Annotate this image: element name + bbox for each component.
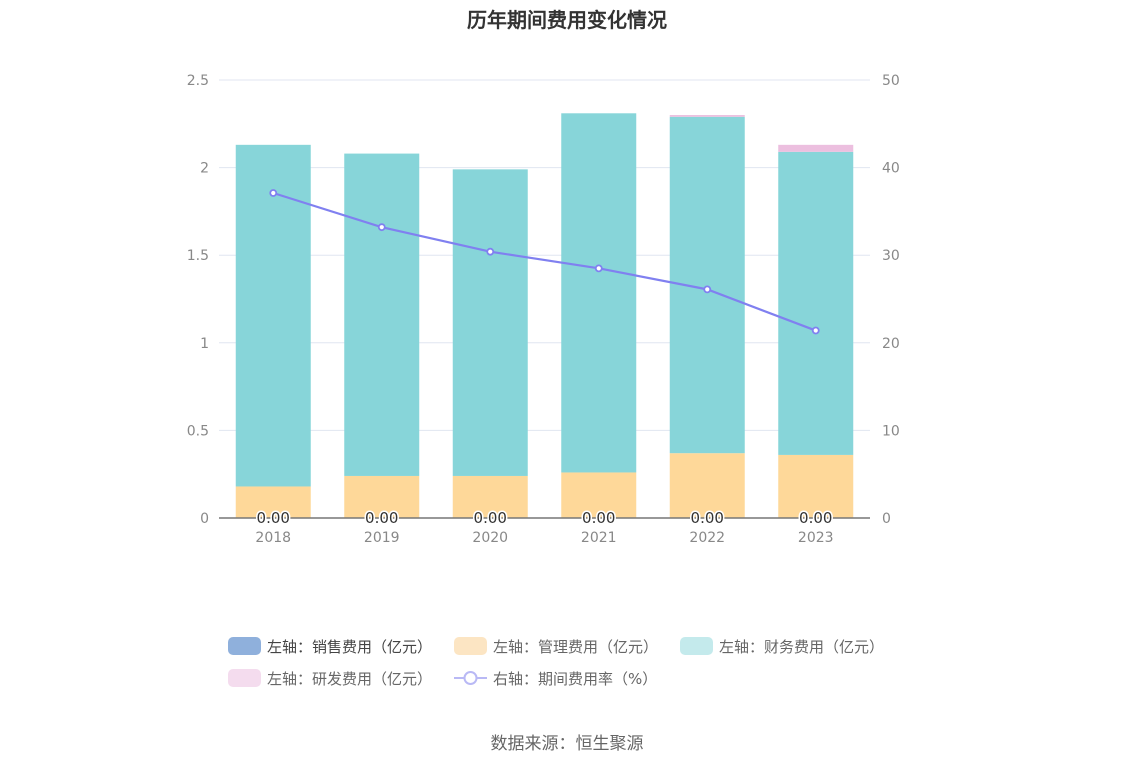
data-label: 0.00 (257, 509, 290, 527)
data-label: 0.00 (582, 509, 615, 527)
legend-swatch-rnd (228, 669, 261, 687)
data-label: 0.00 (691, 509, 724, 527)
chart-title: 历年期间费用变化情况 (467, 8, 667, 32)
chart-legend: 左轴：销售费用（亿元） 左轴：管理费用（亿元） 左轴：财务费用（亿元） 左轴：研… (228, 630, 928, 694)
x-tick-label: 2019 (364, 530, 400, 546)
expense-ratio-point (594, 264, 603, 273)
expense-ratio-line (272, 191, 817, 332)
x-tick-label: 2022 (689, 530, 725, 546)
expense-ratio-point (811, 326, 820, 335)
legend-label-finance: 左轴：财务费用（亿元） (719, 637, 885, 656)
bar-segment-1 (778, 454, 854, 518)
expense-ratio-point (703, 285, 712, 294)
y-right-tick-label: 0 (882, 511, 891, 527)
y-right-tick-label: 40 (882, 161, 900, 177)
legend-item-rnd[interactable]: 左轴：研发费用（亿元） (228, 668, 432, 689)
legend-swatch-expense-ratio (454, 669, 488, 687)
bar-segment-1 (561, 472, 637, 518)
y-right-tick-label: 20 (882, 336, 900, 352)
y-left-tick-label: 1 (200, 336, 209, 352)
chart-canvas: 0 0 0.5 10 1 20 1.5 30 2 40 2.5 50 2018 2019 2020 2021 2… (187, 73, 900, 546)
legend-row: 左轴：销售费用（亿元） 左轴：管理费用（亿元） 左轴：财务费用（亿元） (228, 630, 928, 662)
legend-label-sales: 左轴：销售费用（亿元） (267, 637, 433, 656)
bar-segment-1 (344, 475, 420, 518)
legend-swatch-sales (228, 637, 261, 655)
legend-item-finance[interactable]: 左轴：财务费用（亿元） (680, 636, 884, 657)
bar-segment-1 (452, 475, 528, 518)
bar-segment-2 (778, 151, 854, 455)
y-left-tick-label: 0 (200, 511, 209, 527)
y-left-tick-label: 2.5 (187, 73, 209, 89)
data-label: 0.00 (474, 509, 507, 527)
legend-label-expense-ratio: 右轴：期间费用率（%） (493, 669, 658, 688)
x-tick-label: 2018 (255, 530, 291, 546)
bar-segment-2 (344, 153, 420, 476)
legend-label-rnd: 左轴：研发费用（亿元） (267, 669, 433, 688)
y-left-tick-label: 0.5 (187, 423, 209, 439)
legend-item-expense-ratio[interactable]: 右轴：期间费用率（%） (454, 668, 657, 689)
bar-segment-2 (561, 113, 637, 473)
bar-segment-1 (235, 486, 311, 518)
legend-label-admin: 左轴：管理费用（亿元） (493, 637, 659, 656)
legend-swatch-admin (454, 637, 488, 655)
data-label: 0.00 (365, 509, 398, 527)
legend-item-sales[interactable]: 左轴：销售费用（亿元） (228, 636, 432, 657)
legend-row: 左轴：研发费用（亿元） 右轴：期间费用率（%） (228, 662, 928, 694)
expense-ratio-point (486, 247, 495, 256)
bar-segment-1 (669, 453, 745, 518)
legend-swatch-finance (680, 637, 714, 655)
bar-segment-3 (778, 144, 854, 152)
expense-ratio-point (269, 189, 278, 197)
data-label: 0.00 (799, 509, 832, 527)
y-left-tick-label: 2 (200, 161, 209, 177)
bar-segment-2 (452, 169, 528, 476)
x-tick-label: 2023 (798, 530, 834, 546)
y-right-tick-label: 30 (882, 248, 900, 264)
x-tick-label: 2021 (581, 530, 617, 546)
x-tick-label: 2020 (472, 530, 508, 546)
data-source: 数据来源：恒生聚源 (490, 734, 644, 754)
legend-item-admin[interactable]: 左轴：管理费用（亿元） (454, 636, 658, 657)
expense-ratio-point (377, 223, 386, 232)
y-left-tick-label: 1.5 (187, 248, 209, 264)
y-right-tick-label: 50 (882, 73, 900, 89)
y-right-tick-label: 10 (882, 423, 900, 439)
bar-segment-3 (669, 115, 745, 117)
